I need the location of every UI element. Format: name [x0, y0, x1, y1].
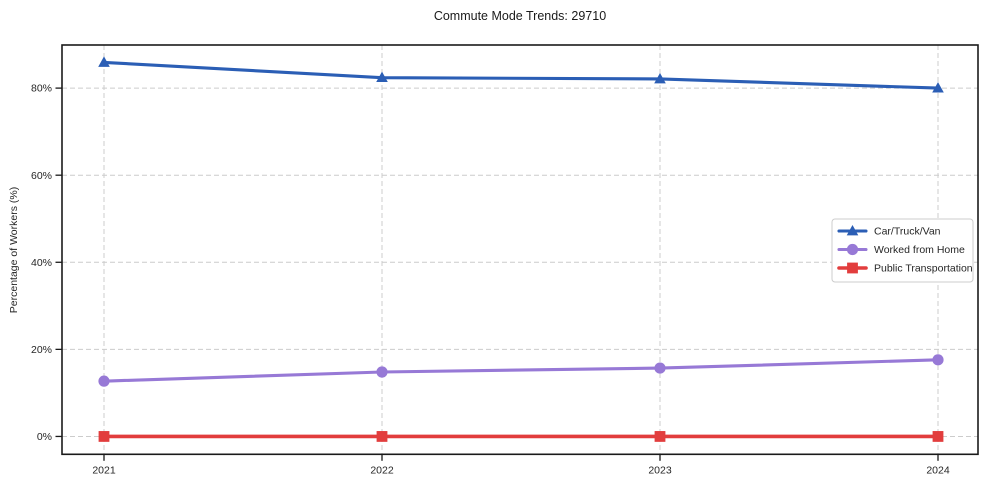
- data-point-public-transportation: [932, 431, 944, 442]
- legend-item-car-truck-van: Car/Truck/Van: [837, 225, 941, 238]
- data-point-public-transportation: [98, 431, 110, 442]
- data-point-worked-from-home: [376, 366, 388, 378]
- data-point-car-truck-van: [376, 71, 388, 83]
- y-tick-label: 20%: [31, 344, 52, 356]
- legend-label: Worked from Home: [874, 244, 965, 256]
- legend-label: Car/Truck/Van: [874, 226, 941, 238]
- data-point-car-truck-van: [654, 72, 666, 84]
- x-tick-label: 2023: [648, 464, 672, 476]
- data-point-car-truck-van: [932, 82, 944, 93]
- y-tick-label: 60%: [31, 170, 52, 182]
- series-public-transportation: [98, 431, 944, 442]
- data-point-public-transportation: [654, 431, 666, 442]
- legend-label: Public Transportation: [874, 263, 973, 275]
- legend: Car/Truck/Van Worked from Home Public Tran…: [831, 218, 974, 283]
- chart-title: Commute Mode Trends: 29710: [433, 9, 607, 23]
- y-tick-label: 40%: [31, 257, 52, 269]
- plot-frame: [61, 44, 979, 456]
- series-line-car-truck-van: [102, 60, 940, 90]
- series-line-worked-from-home: [102, 358, 940, 383]
- y-tick-label: 0%: [37, 431, 52, 443]
- circle-legend-marker-icon: [846, 243, 859, 256]
- series-car-truck-van: [98, 56, 944, 93]
- square-legend-marker-icon: [847, 262, 858, 274]
- data-point-worked-from-home: [654, 362, 666, 374]
- x-tick-label: 2021: [92, 464, 116, 476]
- legend-item-worked-from-home: Worked from Home: [837, 243, 965, 256]
- y-tick-label: 80%: [31, 83, 52, 95]
- data-point-worked-from-home: [932, 354, 944, 366]
- data-point-public-transportation: [376, 431, 388, 442]
- data-point-car-truck-van: [98, 56, 110, 67]
- data-point-worked-from-home: [98, 375, 110, 387]
- x-tick-label: 2022: [370, 464, 394, 476]
- series-worked-from-home: [98, 354, 944, 387]
- x-tick-label: 2024: [926, 464, 950, 476]
- legend-box: [831, 218, 974, 283]
- legend-item-public-transportation: Public Transportation: [837, 262, 973, 275]
- triangle-legend-marker-icon: [846, 225, 859, 236]
